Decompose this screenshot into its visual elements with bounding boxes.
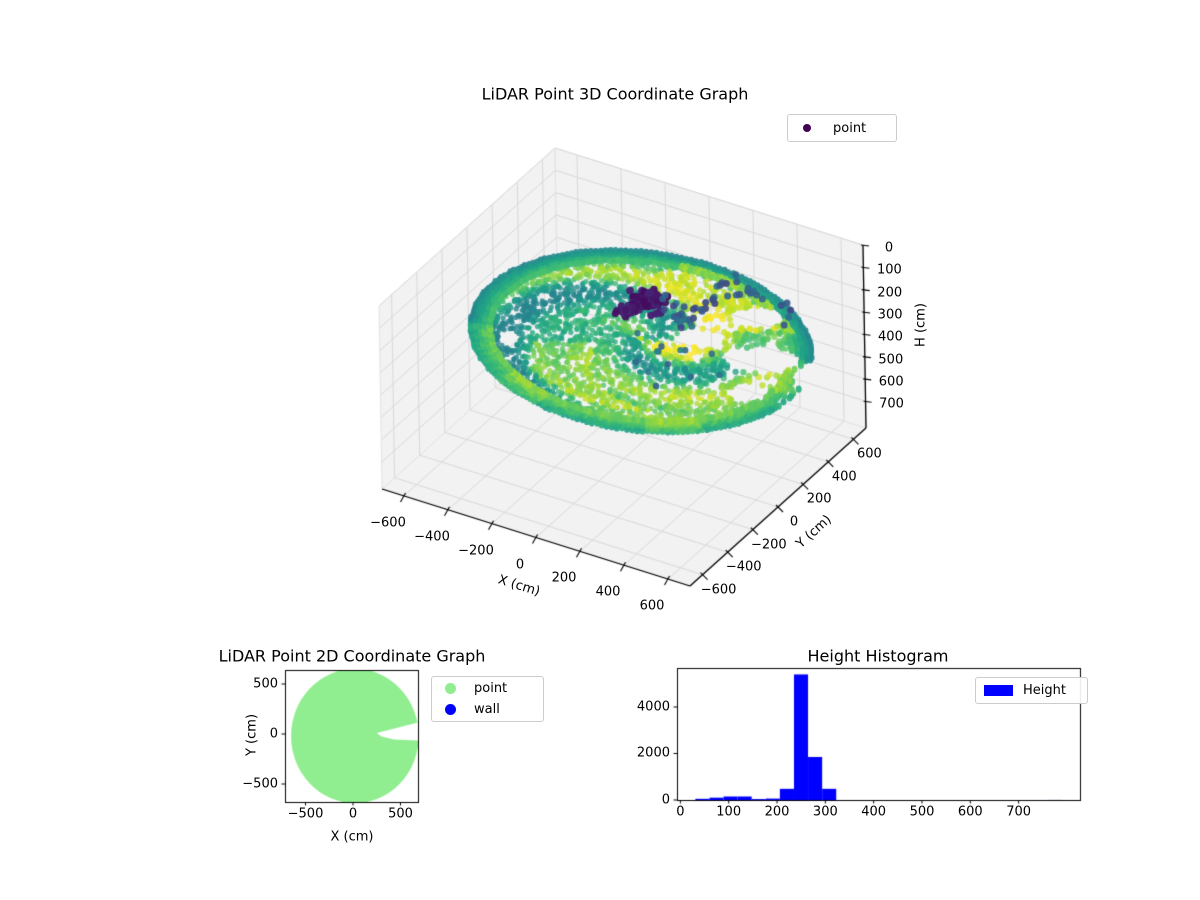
- point-marker-icon: [803, 124, 811, 132]
- histogram-x-tick-label: 700: [1006, 804, 1032, 820]
- histogram-x-tick-label: 300: [812, 804, 838, 820]
- legend-entry-height: Height: [984, 680, 1081, 701]
- histogram-y-tick-label: 0: [661, 792, 670, 808]
- plot3d-h-tick-label: 0: [884, 240, 894, 256]
- plot3d-title: LiDAR Point 3D Coordinate Graph: [481, 84, 749, 104]
- legend-label: Height: [1023, 683, 1066, 698]
- histogram-y-tick-label: 4000: [636, 699, 670, 715]
- plot3d-y-tick-label: −400: [725, 559, 762, 575]
- histogram-x-tick-label: 400: [861, 804, 887, 820]
- histogram-x-tick-label: 600: [957, 804, 983, 820]
- plot3d-h-axis-label: H (cm): [913, 303, 929, 347]
- wall-marker-icon: [445, 704, 456, 715]
- legend-label: point: [474, 681, 508, 696]
- plot2d-title: LiDAR Point 2D Coordinate Graph: [218, 646, 486, 666]
- plot3d-h-tick-label: 300: [877, 307, 903, 323]
- legend-label: point: [833, 120, 867, 136]
- legend-entry-wall: wall: [445, 699, 537, 720]
- plot3d-y-tick-label: 200: [806, 491, 832, 507]
- plot3d-h-tick-label: 700: [879, 396, 904, 412]
- plot3d-h-tick-label: 600: [878, 374, 904, 390]
- plot3d-y-tick-label: 400: [831, 469, 857, 485]
- histogram-x-tick-label: 200: [764, 804, 790, 820]
- plot3d-x-tick-label: 200: [551, 570, 577, 586]
- histogram-x-tick-label: 100: [716, 804, 742, 820]
- plot3d-h-tick-label: 100: [876, 262, 902, 278]
- histogram-legend: Height: [975, 677, 1088, 704]
- plot2d-x-tick-label: 500: [388, 806, 413, 822]
- histogram-title: Height Histogram: [807, 646, 949, 666]
- height-patch-icon: [984, 685, 1013, 696]
- plot2d-y-tick-label: 500: [253, 676, 278, 692]
- legend-entry-point: point: [803, 118, 890, 139]
- plot3d-y-tick-label: 0: [789, 514, 799, 530]
- plot3d-x-tick-label: −600: [370, 515, 406, 531]
- legend-label: wall: [474, 702, 500, 717]
- plot2d-y-axis-label: Y (cm): [244, 713, 260, 757]
- histogram-x-tick-label: 500: [909, 804, 935, 820]
- plot3d-y-tick-label: 600: [857, 446, 882, 462]
- plot2d-x-tick-label: −500: [287, 806, 324, 822]
- plot3d-x-tick-label: 400: [595, 584, 621, 600]
- plot2d-y-tick-label: −500: [242, 776, 278, 792]
- plot3d-h-tick-label: 200: [877, 285, 903, 301]
- plot3d-x-tick-label: 600: [639, 598, 665, 614]
- plot2d-x-tick-label: 0: [348, 806, 358, 822]
- histogram-x-tick-label: 0: [676, 804, 685, 820]
- plot3d-x-tick-label: 0: [515, 557, 525, 572]
- plot3d-x-tick-label: −400: [414, 529, 450, 545]
- plot2d-y-tick-label: 0: [269, 726, 278, 742]
- plot2d-legend: point wall: [431, 676, 544, 722]
- histogram-y-tick-label: 2000: [636, 745, 670, 761]
- plot3d-y-tick-label: −200: [750, 537, 787, 553]
- plot3d-h-tick-label: 400: [878, 329, 903, 345]
- plot3d-legend: point: [787, 114, 897, 142]
- plot3d-x-tick-label: −200: [458, 543, 494, 559]
- plot3d-y-tick-label: −600: [700, 582, 737, 598]
- plot3d-h-tick-label: 500: [878, 352, 904, 368]
- point-marker-icon: [445, 683, 456, 694]
- plot2d-x-axis-label: X (cm): [330, 829, 374, 845]
- legend-entry-point: point: [445, 678, 537, 699]
